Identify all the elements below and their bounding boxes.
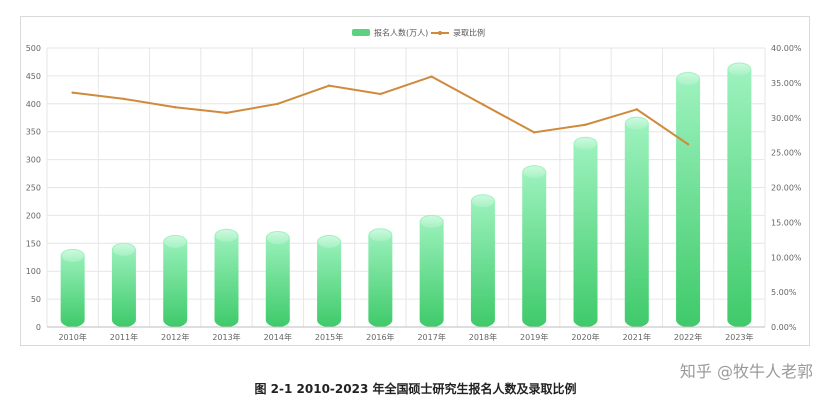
bar-cap [318,235,341,248]
line-layer [71,75,690,146]
legend-bar-label: 报名人数(万人) [374,28,428,38]
bar-cap [471,195,494,208]
y-right-tick-label: 40.00% [771,44,802,53]
y-left-tick-label: 450 [26,72,41,81]
grid-layer [46,47,766,328]
bar [676,71,701,327]
x-tick-label: 2017年 [417,332,445,342]
watermark: 知乎 @牧牛人老郭 [679,362,813,381]
x-tick-label: 2010年 [58,332,86,342]
y-right-tick-label: 5.00% [771,288,797,297]
bar [470,194,495,327]
bar-cap [677,72,700,85]
rate-point [122,97,126,101]
rate-point [584,123,587,126]
bar [163,234,188,327]
bar-cap [369,229,392,242]
bar [522,165,547,327]
rate-point [225,111,228,115]
bar [265,231,290,327]
x-tick-label: 2023年 [725,332,753,342]
axis-layer: 0 50 100 150 200 250 300 350 400 450 500 0.00% 5.00%… [26,44,802,342]
y-left-tick-label: 500 [26,44,41,53]
bar [419,214,444,327]
y-left-tick-label: 100 [26,267,41,276]
rate-point [686,143,690,146]
x-tick-label: 2013年 [212,332,240,342]
y-left-tick-label: 200 [26,211,41,220]
bar [624,116,649,327]
chart-frame: 0 50 100 150 200 250 300 350 400 450 500 0.00% 5.00%… [20,16,810,346]
x-tick-label: 2020年 [571,332,599,342]
legend: 报名人数(万人) 录取比例 [352,28,485,38]
x-tick-label: 2011年 [110,332,138,342]
rate-point [635,108,638,111]
y-left-tick-label: 350 [26,128,41,137]
y-right-tick-label: 0.00% [771,323,797,332]
bar-cap [112,243,135,256]
x-tick-label: 2021年 [623,332,651,342]
y-left-tick-label: 0 [36,323,41,332]
bar [60,248,85,327]
rate-line [72,75,689,146]
y-right-tick-label: 20.00% [771,184,802,193]
chart-canvas: 0 50 100 150 200 250 300 350 400 450 500 0.00% 5.00%… [26,28,802,343]
y-left-tick-label: 250 [26,184,41,193]
rate-point [533,131,536,134]
y-left-tick-label: 50 [31,295,41,304]
bar-cap [266,232,289,245]
bar [573,136,598,327]
bar-cap [523,166,546,179]
x-tick-label: 2018年 [469,332,497,342]
rate-point [430,75,433,78]
y-right-tick-label: 30.00% [771,114,802,123]
x-tick-label: 2016年 [366,332,394,342]
bar [727,62,752,328]
x-tick-label: 2012年 [161,332,189,342]
rate-point [481,103,485,106]
x-tick-label: 2022年 [674,332,702,342]
y-left-tick-label: 400 [26,100,41,109]
bar-cap [420,215,443,228]
rate-point [276,102,279,106]
bar [214,228,239,327]
y-right-tick-label: 25.00% [771,149,802,158]
legend-bar-swatch [352,29,370,36]
bar-cap [728,63,751,76]
y-right-tick-label: 15.00% [771,218,802,227]
y-right-tick-label: 10.00% [771,253,802,262]
y-right-tick-label: 35.00% [771,79,802,88]
legend-line-label: 录取比例 [453,28,485,38]
bar-cap [574,137,597,150]
x-tick-label: 2019年 [520,332,548,342]
x-tick-label: 2015年 [315,332,343,342]
rate-point [379,92,382,96]
y-left-tick-label: 150 [26,239,41,248]
rate-point [327,84,331,87]
y-left-tick-label: 300 [26,156,41,165]
rate-point [71,91,74,94]
bar [317,234,342,327]
legend-line-marker [438,31,442,35]
x-tick-label: 2014年 [264,332,292,342]
bar [368,228,393,327]
bar-cap [625,117,648,130]
rate-point [174,106,177,109]
bar-cap [61,249,84,262]
bar-layer [60,62,752,328]
bar-cap [215,229,238,242]
figure-caption: 图 2-1 2010-2023 年全国硕士研究生报名人数及录取比例 [254,382,577,396]
bar-cap [164,235,187,248]
bar [111,242,136,327]
